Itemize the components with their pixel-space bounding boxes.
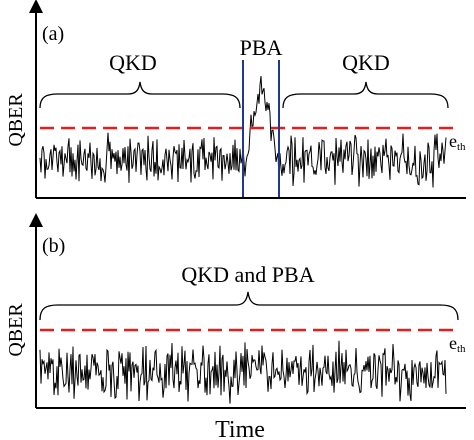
region-label-qkd-left: QKD xyxy=(109,50,157,75)
panel-a-threshold-label: eth xyxy=(449,131,466,153)
panel-b-tag: (b) xyxy=(42,235,65,257)
panel-a: (a) QBER QKD PBA QKD eth xyxy=(5,0,466,199)
panel-b-threshold-label: eth xyxy=(449,333,466,355)
x-axis-label: Time xyxy=(215,417,265,440)
qkd-region-brace-left xyxy=(39,81,241,109)
qkd-and-pba-region-brace xyxy=(39,291,459,321)
qkd-region-brace-right xyxy=(282,81,449,109)
region-label-qkd-and-pba: QKD and PBA xyxy=(181,262,314,287)
region-label-qkd-right: QKD xyxy=(342,50,390,75)
panel-b: (b) QBER QKD and PBA eth xyxy=(5,213,466,409)
panel-a-ylabel: QBER xyxy=(5,93,27,147)
region-label-pba: PBA xyxy=(240,35,283,60)
panel-a-tag: (a) xyxy=(42,23,64,45)
panel-b-qber-signal xyxy=(39,340,447,404)
panel-b-ylabel: QBER xyxy=(5,303,27,357)
